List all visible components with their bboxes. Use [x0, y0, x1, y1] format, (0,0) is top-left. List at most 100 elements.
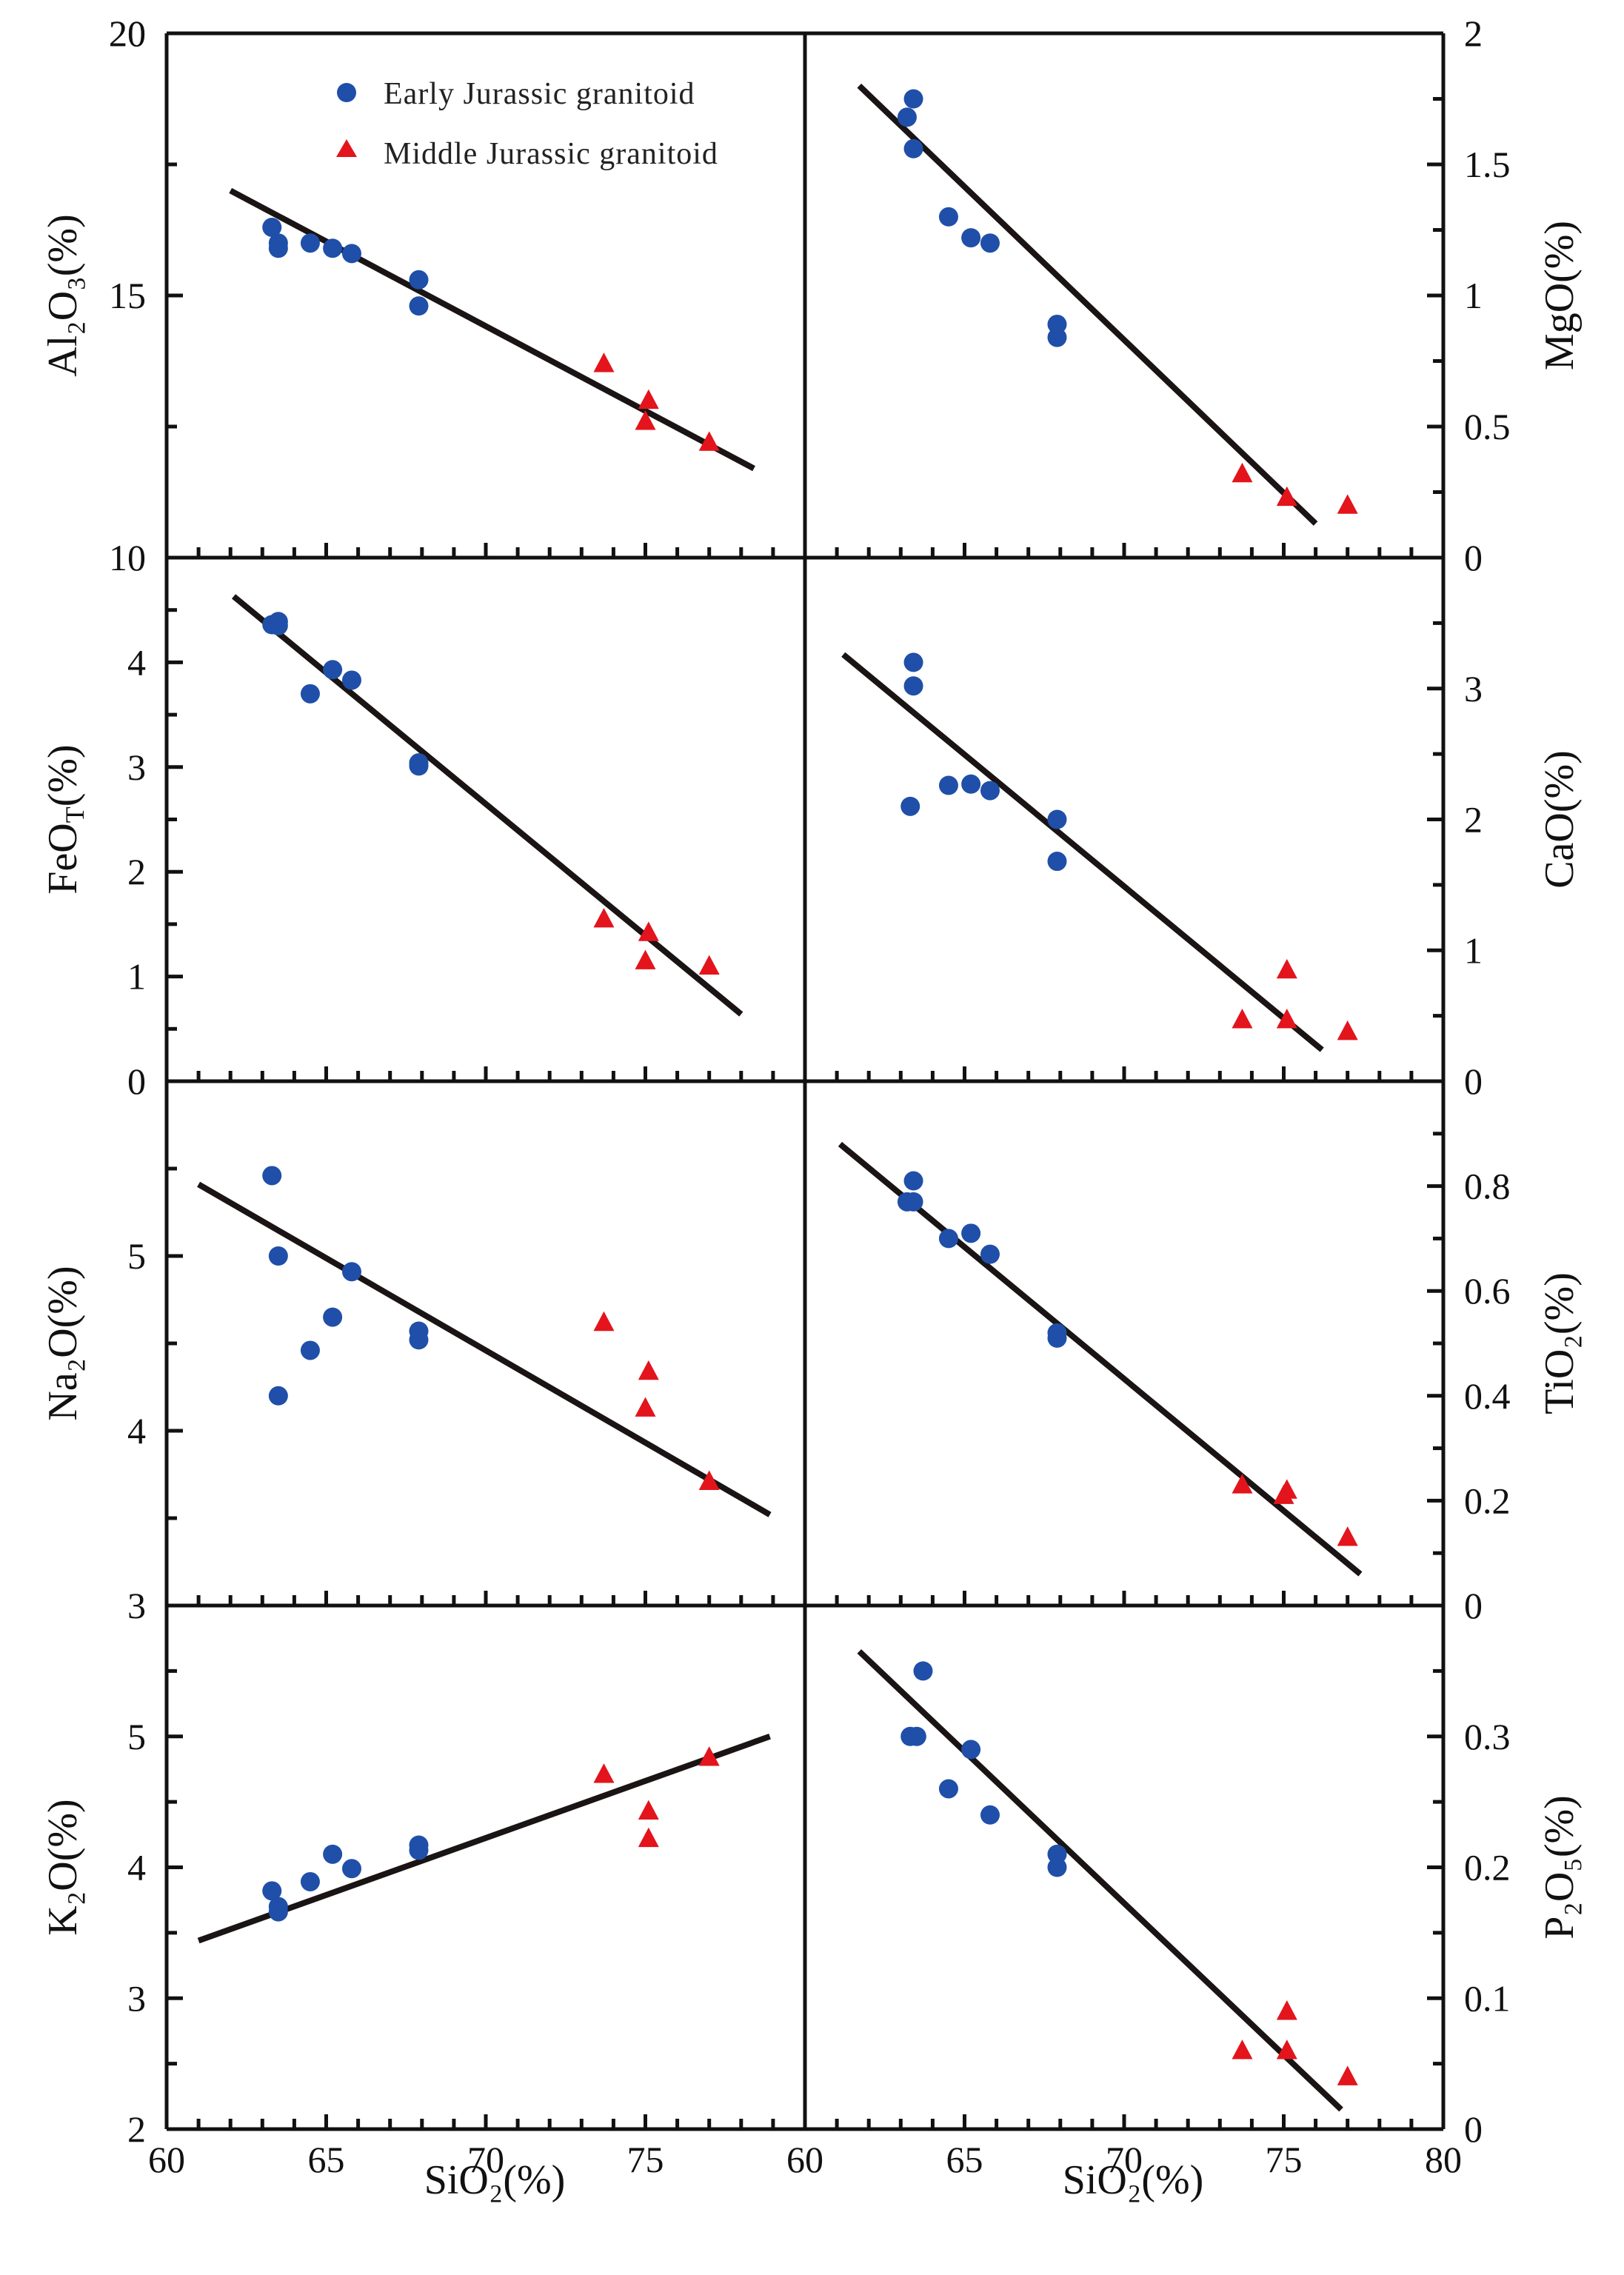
- p2o5-y-tick-label: 0.3: [1464, 1716, 1511, 1757]
- cao-point-early: [903, 676, 923, 696]
- p2o5-y-axis-title: P₂O₅(%): [1537, 1795, 1583, 1940]
- cao-y-axis-title: CaO(%): [1537, 750, 1583, 889]
- p2o5-trend-line: [857, 1648, 1343, 2112]
- feot-y-axis-title: FeOT(%): [40, 744, 90, 894]
- p2o5-x-tick-label: 60: [786, 2139, 823, 2180]
- mgo-point-middle: [1337, 494, 1358, 514]
- p2o5-point-middle: [1337, 2065, 1358, 2085]
- cao-point-middle: [1276, 1009, 1297, 1029]
- feot-y-tick-label: 2: [127, 851, 146, 892]
- feot-y-tick-label: 0: [127, 1060, 146, 1102]
- na2o-trend-line: [197, 1181, 772, 1517]
- al2o3-point-early: [262, 217, 282, 237]
- feot-y-tick-label: 1: [127, 956, 146, 998]
- al2o3-point-middle: [638, 389, 659, 410]
- cao-point-early: [1047, 852, 1067, 872]
- cao-y-tick-label: 1: [1464, 929, 1483, 971]
- k2o-y-tick-label: 4: [127, 1847, 146, 1888]
- tio2-y-tick-label: 0.8: [1464, 1166, 1511, 1207]
- al2o3-point-middle: [635, 410, 656, 430]
- mgo-y-tick-label: 2: [1464, 13, 1483, 54]
- tio2-point-early: [903, 1171, 923, 1191]
- cao-y-tick-label: 3: [1464, 668, 1483, 709]
- k2o-y-tick-label: 3: [127, 1977, 146, 2019]
- cao-point-middle: [1276, 958, 1297, 979]
- panels-layer: 10152020Al₂O₃(%)00.511.522MgO(%)01234FeO…: [40, 13, 1583, 2180]
- k2o-point-early: [268, 1902, 288, 1922]
- k2o-point-early: [262, 1881, 282, 1901]
- cao-point-early: [980, 781, 1000, 801]
- feot-point-early: [341, 670, 361, 690]
- cao-y-tick-label: 0: [1464, 1060, 1483, 1102]
- legend-middle-marker: [336, 139, 357, 157]
- tio2-point-middle: [1273, 1484, 1294, 1504]
- al2o3-trend-line: [229, 187, 755, 472]
- p2o5-point-early: [913, 1661, 933, 1681]
- feot-point-early: [268, 615, 288, 635]
- al2o3-point-early: [341, 244, 361, 264]
- tio2-trend-line: [838, 1141, 1363, 1577]
- cao-point-middle: [1337, 1020, 1358, 1040]
- p2o5-point-early: [961, 1740, 981, 1760]
- na2o-point-middle: [638, 1360, 659, 1380]
- al2o3-point-early: [409, 296, 429, 316]
- mgo-point-early: [938, 207, 958, 227]
- k2o-point-middle: [638, 1827, 659, 1848]
- tio2-point-middle: [1337, 1526, 1358, 1546]
- k2o-point-early: [409, 1840, 429, 1860]
- tio2-point-middle: [1232, 1474, 1253, 1494]
- na2o-point-early: [323, 1307, 343, 1327]
- legend-middle-label: Middle Jurassic granitoid: [384, 137, 718, 171]
- na2o-y-tick-label: 4: [127, 1410, 146, 1451]
- k2o-point-middle: [698, 1746, 720, 1766]
- mgo-y-axis-title: MgO(%): [1537, 221, 1583, 370]
- mgo-point-early: [961, 228, 981, 248]
- k2o-point-middle: [638, 1800, 659, 1820]
- al2o3-y-tick-label: 20: [109, 13, 146, 54]
- p2o5-point-middle: [1232, 2040, 1253, 2059]
- feot-point-middle: [593, 907, 615, 928]
- na2o-point-early: [300, 1340, 320, 1360]
- na2o-point-middle: [698, 1470, 720, 1490]
- na2o-point-early: [409, 1330, 429, 1350]
- k2o-trend-line: [197, 1733, 771, 1944]
- panel-cao: 0 1 2 3 CaO(%): [835, 555, 1583, 1102]
- feot-point-early: [323, 660, 343, 680]
- feot-trend-line: [231, 594, 744, 1017]
- na2o-point-middle: [593, 1311, 615, 1332]
- tio2-point-early: [980, 1244, 1000, 1264]
- al2o3-point-middle: [698, 431, 720, 451]
- p2o5-point-early: [906, 1726, 926, 1746]
- legend: Early Jurassic granitoid Middle Jurassic …: [336, 77, 718, 171]
- tio2-point-early: [1047, 1328, 1067, 1348]
- feot-point-early: [300, 684, 320, 704]
- cao-point-early: [1047, 809, 1067, 829]
- mgo-y-tick-label: 2: [1464, 13, 1483, 54]
- k2o-x-tick-label: 70: [467, 2139, 504, 2180]
- axes-frame: [164, 31, 1446, 2131]
- na2o-y-tick-label: 5: [127, 1235, 146, 1277]
- feot-point-middle: [635, 949, 656, 969]
- k2o-x-tick-label: 65: [308, 2139, 345, 2180]
- tio2-point-early: [938, 1229, 958, 1249]
- p2o5-y-tick-label: 0.1: [1464, 1977, 1511, 2019]
- al2o3-point-early: [409, 270, 429, 290]
- k2o-point-early: [341, 1859, 361, 1879]
- panel-p2o5: 0 0.1 0.2 0.3 60 65 70 75 80 P₂O₅(%): [786, 1603, 1583, 2180]
- p2o5-point-middle: [1276, 2000, 1297, 2020]
- p2o5-y-tick-label: 0: [1464, 2108, 1483, 2150]
- k2o-y-axis-title: K₂O(%): [40, 1799, 86, 1935]
- cao-point-early: [900, 796, 920, 816]
- x-axis-title-left: SiO₂(%): [424, 2157, 566, 2203]
- na2o-y-tick-label: 3: [127, 1585, 146, 1626]
- cao-point-early: [903, 652, 923, 672]
- p2o5-x-tick-label: 80: [1425, 2139, 1462, 2180]
- p2o5-x-tick-label: 70: [1106, 2139, 1143, 2180]
- k2o-y-tick-label: 5: [127, 1716, 146, 1757]
- feot-point-middle: [698, 955, 720, 975]
- x-axis-title-right: SiO₂(%): [1063, 2157, 1204, 2203]
- k2o-point-middle: [593, 1763, 615, 1783]
- tio2-point-early: [961, 1223, 981, 1243]
- p2o5-x-tick-label: 75: [1266, 2139, 1303, 2180]
